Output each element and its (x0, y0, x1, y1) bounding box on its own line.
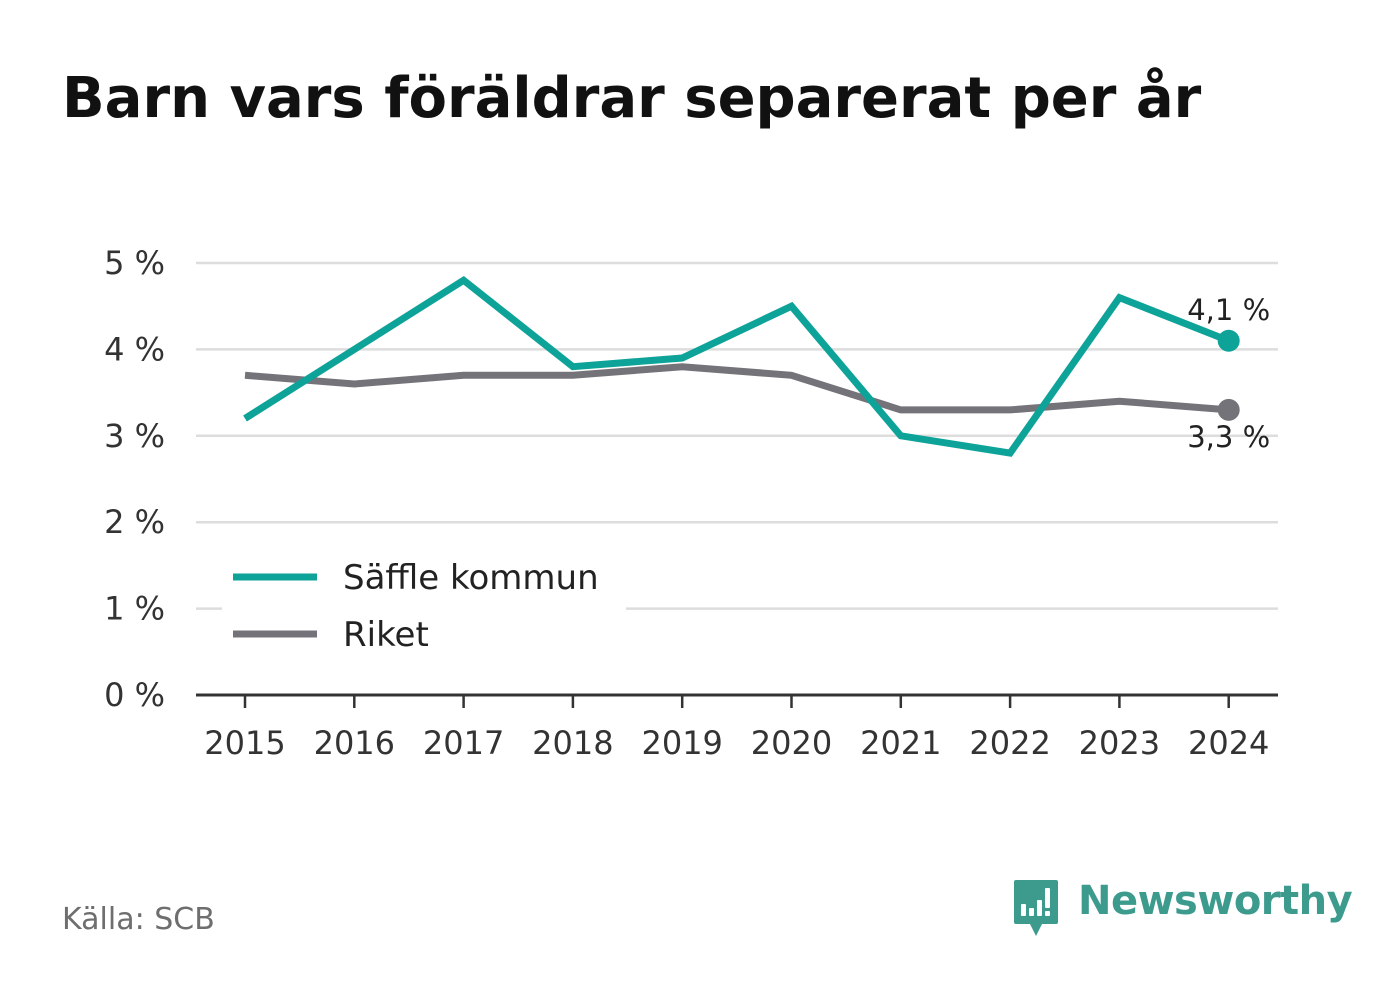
y-tick-label: 1 % (104, 590, 165, 628)
series-end-point (1217, 329, 1240, 352)
x-tick-label: 2021 (860, 724, 941, 762)
x-tick-label: 2022 (969, 724, 1050, 762)
y-tick-label: 5 % (104, 244, 165, 282)
y-tick-label: 0 % (104, 676, 165, 714)
y-tick-label: 3 % (104, 417, 165, 455)
x-tick-label: 2017 (423, 724, 504, 762)
end-label-riket: 3,3 % (1187, 420, 1270, 454)
y-tick-label: 2 % (104, 503, 165, 541)
legend-background (222, 548, 626, 666)
series-line-riket (244, 363, 1229, 414)
brand-name: Newsworthy (1078, 878, 1353, 924)
legend-label: Riket (343, 615, 429, 655)
series-line-saffle-kommun (243, 276, 1230, 457)
x-axis: 2015 2016 2017 2018 2019 2020 2021 2022 2023 2024 (196, 693, 1278, 762)
x-tick-label: 2023 (1079, 724, 1160, 762)
x-tick-label: 2019 (641, 724, 722, 762)
y-tick-label: 4 % (104, 330, 165, 368)
y-axis: 0 % 1 % 2 % 3 % 4 % 5 % (104, 244, 165, 714)
x-tick-label: 2015 (204, 724, 285, 762)
source-note: Källa: SCB (62, 902, 215, 937)
legend: Säffle kommun Riket (222, 548, 626, 666)
x-tick-label: 2016 (314, 724, 395, 762)
x-tick-label: 2024 (1188, 724, 1269, 762)
legend-label: Säffle kommun (343, 558, 599, 598)
end-labels: 4,1 % 3,3 % (1187, 293, 1270, 454)
end-label-saffle-kommun: 4,1 % (1187, 293, 1270, 327)
brand-logo: Newsworthy (1012, 878, 1353, 942)
series-lines (243, 276, 1240, 457)
chart-title: Barn vars föräldrar separerat per år (62, 66, 1202, 131)
series-end-point (1217, 398, 1240, 421)
newsworthy-logo-icon (1014, 880, 1058, 936)
x-tick-label: 2018 (532, 724, 613, 762)
x-tick-label: 2020 (751, 724, 832, 762)
